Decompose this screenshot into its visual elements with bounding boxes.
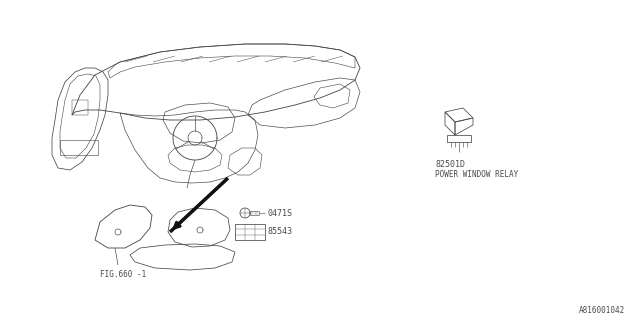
Text: 0471S: 0471S [267, 209, 292, 218]
Text: 85543: 85543 [267, 228, 292, 236]
Text: POWER WINDOW RELAY: POWER WINDOW RELAY [435, 170, 518, 179]
Text: FIG.660 -1: FIG.660 -1 [100, 270, 147, 279]
Text: A816001042: A816001042 [579, 306, 625, 315]
Text: 82501D: 82501D [435, 160, 465, 169]
